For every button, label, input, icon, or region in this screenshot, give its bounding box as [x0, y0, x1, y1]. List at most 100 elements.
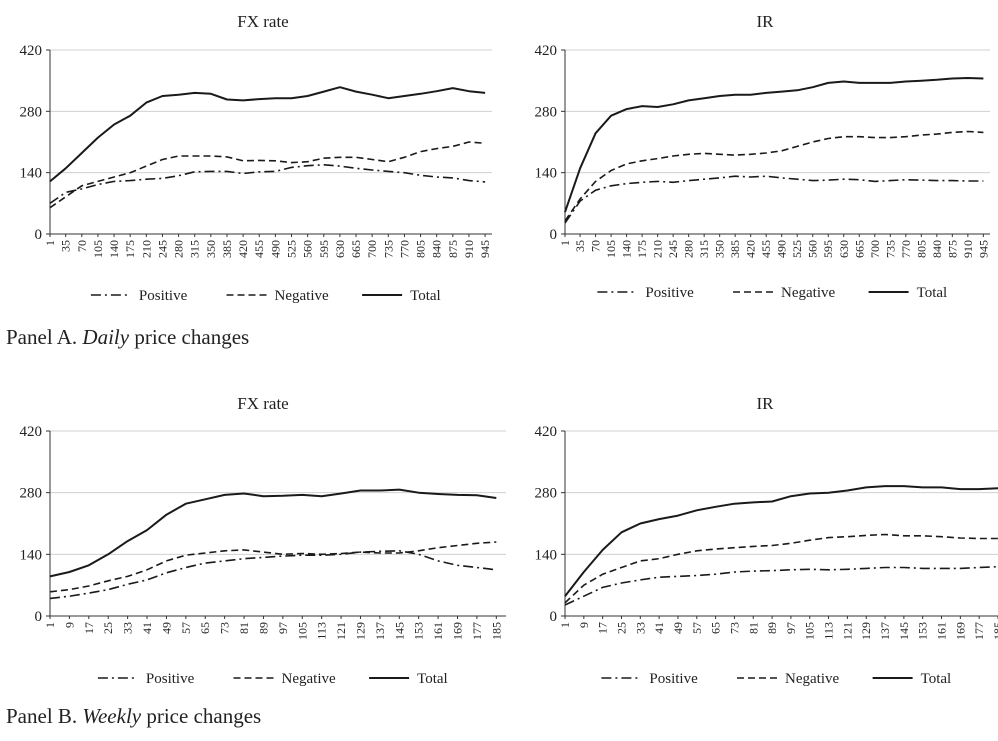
- x-tick-label: 105: [604, 240, 618, 258]
- y-tick-label: 420: [535, 43, 558, 59]
- x-tick-label: 81: [746, 622, 760, 634]
- x-tick-label: 630: [333, 240, 347, 258]
- x-tick-label: 41: [652, 622, 666, 634]
- x-tick-label: 33: [121, 622, 135, 634]
- x-tick-label: 177: [972, 622, 986, 640]
- panel-b-suffix: price changes: [141, 704, 261, 728]
- x-tick-label: 350: [204, 240, 218, 258]
- x-tick-label: 1: [43, 622, 57, 628]
- chart-title: IR: [757, 12, 775, 31]
- y-tick-label: 0: [35, 609, 43, 625]
- x-tick-label: 280: [172, 240, 186, 258]
- y-tick-label: 420: [20, 424, 43, 440]
- x-tick-label: 805: [914, 240, 928, 258]
- legend-label-positive: Positive: [645, 285, 694, 301]
- x-tick-label: 210: [651, 240, 665, 258]
- legend-label-negative: Negative: [282, 671, 336, 687]
- x-tick-label: 945: [976, 240, 990, 258]
- y-tick-label: 420: [20, 43, 43, 59]
- series-line-total: [50, 87, 485, 181]
- x-tick-label: 153: [412, 622, 426, 640]
- x-tick-label: 137: [878, 622, 892, 640]
- x-tick-label: 35: [573, 240, 587, 252]
- series-line-positive: [565, 176, 983, 223]
- x-tick-label: 875: [945, 240, 959, 258]
- y-tick-label: 280: [20, 486, 43, 502]
- chart-title: FX rate: [237, 394, 288, 413]
- x-tick-label: 177: [470, 622, 484, 640]
- x-tick-label: 25: [614, 622, 628, 634]
- x-tick-label: 65: [709, 622, 723, 634]
- x-tick-label: 665: [852, 240, 866, 258]
- x-tick-label: 385: [728, 240, 742, 258]
- x-tick-label: 1: [558, 240, 572, 246]
- x-tick-label: 455: [252, 240, 266, 258]
- x-tick-label: 105: [295, 622, 309, 640]
- x-tick-label: 910: [961, 240, 975, 258]
- x-tick-label: 700: [365, 240, 379, 258]
- x-tick-label: 9: [577, 622, 591, 628]
- x-tick-label: 1: [558, 622, 572, 628]
- x-tick-label: 315: [697, 240, 711, 258]
- chart-title: FX rate: [237, 12, 288, 31]
- x-tick-label: 875: [446, 240, 460, 258]
- panel-a-frequency: Daily: [82, 325, 129, 349]
- x-tick-label: 735: [883, 240, 897, 258]
- x-tick-label: 89: [256, 622, 270, 634]
- x-tick-label: 805: [414, 240, 428, 258]
- x-tick-label: 161: [935, 622, 949, 640]
- x-tick-label: 770: [397, 240, 411, 258]
- x-tick-label: 735: [381, 240, 395, 258]
- x-tick-label: 630: [837, 240, 851, 258]
- x-tick-label: 169: [953, 622, 967, 640]
- legend: Positive Negative Total: [91, 288, 441, 304]
- series-line-total: [565, 486, 998, 596]
- x-tick-label: 121: [334, 622, 348, 640]
- series-line-total: [50, 490, 496, 577]
- x-tick-label: 140: [620, 240, 634, 258]
- x-tick-label: 25: [101, 622, 115, 634]
- x-tick-label: 945: [478, 240, 492, 258]
- x-tick-label: 525: [790, 240, 804, 258]
- x-tick-label: 70: [589, 240, 603, 252]
- x-tick-label: 105: [803, 622, 817, 640]
- x-tick-label: 420: [236, 240, 250, 258]
- chart-title: IR: [757, 394, 775, 413]
- x-tick-label: 210: [139, 240, 153, 258]
- x-tick-label: 840: [430, 240, 444, 258]
- x-tick-label: 665: [349, 240, 363, 258]
- x-tick-label: 560: [806, 240, 820, 258]
- x-tick-label: 113: [822, 622, 836, 640]
- x-tick-label: 97: [784, 622, 798, 634]
- legend-label-negative: Negative: [275, 288, 329, 304]
- x-tick-label: 153: [916, 622, 930, 640]
- panel-a-caption: Panel A. Daily price changes: [6, 325, 249, 350]
- panel-b-prefix: Panel B.: [6, 704, 82, 728]
- x-tick-label: 89: [765, 622, 779, 634]
- x-tick-label: 49: [159, 622, 173, 634]
- x-tick-label: 137: [373, 622, 387, 640]
- x-tick-label: 161: [431, 622, 445, 640]
- x-tick-label: 81: [237, 622, 251, 634]
- x-tick-label: 65: [198, 622, 212, 634]
- legend-label-total: Total: [921, 671, 952, 687]
- x-tick-label: 350: [713, 240, 727, 258]
- x-tick-label: 140: [107, 240, 121, 258]
- legend-label-negative: Negative: [785, 671, 839, 687]
- legend-label-positive: Positive: [139, 288, 188, 304]
- y-tick-label: 140: [535, 166, 558, 182]
- legend-label-total: Total: [410, 288, 441, 304]
- panel-b-frequency: Weekly: [82, 704, 141, 728]
- series-line-positive: [50, 551, 496, 599]
- x-tick-label: 97: [276, 622, 290, 634]
- y-tick-label: 140: [535, 547, 558, 563]
- x-tick-label: 245: [155, 240, 169, 258]
- series-line-negative: [565, 535, 998, 603]
- x-tick-label: 169: [450, 622, 464, 640]
